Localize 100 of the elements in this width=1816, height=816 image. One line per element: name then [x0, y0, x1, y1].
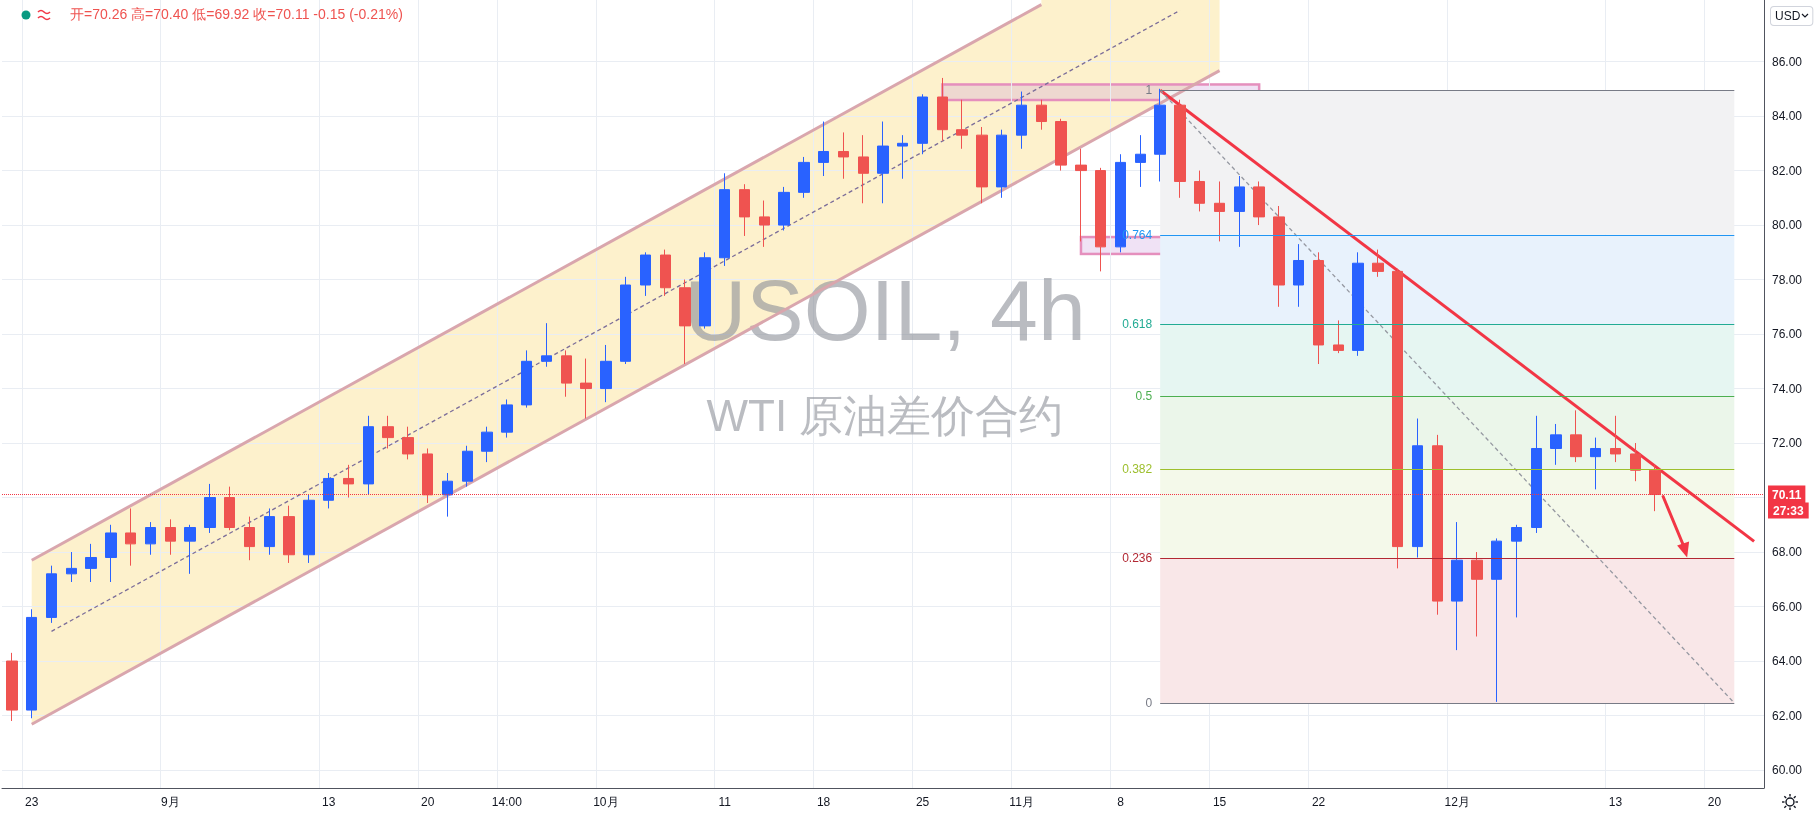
candlestick [719, 172, 730, 267]
y-tick-label: 74.00 [1772, 381, 1803, 396]
candlestick [521, 349, 532, 409]
candlestick [1451, 521, 1463, 651]
candlestick [561, 349, 572, 398]
candlestick [818, 121, 829, 177]
candlestick [956, 99, 968, 150]
candlestick [1234, 175, 1245, 248]
candlestick [1154, 88, 1166, 182]
candlestick [759, 200, 770, 248]
x-tick-label: 25 [915, 795, 930, 809]
candlestick [600, 344, 612, 403]
candlestick [1630, 442, 1641, 482]
y-tick-label: 68.00 [1772, 545, 1803, 560]
y-axis-title: USD [1775, 9, 1801, 23]
annotation: 0 [1145, 695, 1153, 710]
candlestick [283, 505, 295, 564]
y-tick-label: 60.00 [1772, 763, 1803, 778]
annotation: 0.236 [1122, 551, 1153, 566]
candlestick [382, 415, 394, 449]
candlestick [778, 186, 790, 232]
candlestick [1590, 437, 1601, 490]
candlestick [145, 521, 156, 556]
candlestick [303, 494, 315, 564]
candlestick [838, 131, 849, 180]
x-tick-label: 23 [25, 795, 39, 809]
candlestick [1194, 170, 1205, 212]
candlestick [620, 276, 631, 365]
candlestick [1253, 180, 1265, 226]
candlestick [1531, 415, 1542, 534]
ref-line-label: 70.11 [1772, 487, 1802, 502]
candlestick [1491, 537, 1502, 703]
candlestick [917, 93, 928, 155]
text: 27:33 [1773, 503, 1805, 518]
candlestick [66, 551, 77, 583]
x-tick-label: 8 [1117, 795, 1125, 809]
candlestick [462, 445, 473, 488]
candlestick [323, 472, 334, 509]
x-tick-label: 13 [1608, 795, 1623, 809]
candlestick [125, 507, 136, 567]
candlestick [244, 516, 255, 561]
candlestick [481, 426, 493, 463]
y-tick-label: 78.00 [1772, 272, 1803, 287]
y-tick-label: 80.00 [1772, 218, 1803, 233]
candlestick [343, 464, 354, 499]
x-tick-label: 18 [816, 795, 831, 809]
candlestick [1412, 418, 1423, 558]
x-tick-label: 10月 [593, 795, 619, 809]
candlestick [1392, 268, 1403, 569]
annotation: 0.382 [1122, 461, 1153, 476]
candlestick [85, 543, 97, 583]
candlestick [660, 249, 671, 297]
candlestick [1273, 205, 1285, 308]
candlestick [798, 156, 810, 199]
candlestick [1352, 251, 1364, 357]
candlestick [1075, 148, 1087, 242]
annotation: 1 [1145, 83, 1153, 98]
candlestick [1095, 167, 1106, 272]
candlestick [541, 322, 552, 368]
candlestick [1016, 91, 1027, 150]
y-tick-label: 76.00 [1772, 327, 1803, 342]
candlestick [264, 507, 275, 556]
x-tick-label: 9月 [160, 795, 180, 809]
x-tick-label: 20 [1707, 795, 1722, 809]
candlestick [204, 483, 216, 534]
candlestick [858, 134, 869, 204]
candlestick [937, 77, 948, 142]
candlestick [224, 486, 235, 531]
x-tick-label: 11月 [1009, 795, 1034, 809]
y-tick-label: 72.00 [1772, 436, 1803, 451]
candlestick [1570, 409, 1582, 463]
x-tick-label: 14:00 [491, 795, 523, 809]
annotation: 开=70.26 高=70.40 低=69.92 收=70.11 -0.15 (-0.21%) [70, 6, 403, 22]
candlestick [1649, 464, 1661, 512]
candlestick [640, 251, 651, 297]
candlestick [422, 448, 433, 504]
candlestick [1135, 134, 1146, 188]
candlestick [1333, 319, 1344, 354]
y-tick-label: 66.00 [1772, 599, 1803, 614]
y-tick-label: 64.00 [1772, 654, 1803, 669]
x-tick-label: 22 [1311, 795, 1326, 809]
candlestick [184, 524, 196, 575]
candlestick [1174, 99, 1186, 199]
annotation: 0.5 [1135, 389, 1153, 404]
y-tick-label: 84.00 [1772, 109, 1803, 124]
x-tick-label: 12月 [1444, 795, 1470, 809]
candlestick [1372, 249, 1384, 278]
candlestick [996, 129, 1007, 199]
annotation: 0.618 [1122, 317, 1153, 332]
x-tick-label: 13 [321, 795, 336, 809]
y-tick-label: 62.00 [1772, 708, 1803, 723]
candlestick [363, 415, 374, 496]
candlestick [165, 518, 176, 556]
candlestick [1313, 251, 1324, 365]
candlestick [1432, 434, 1443, 616]
candlestick [402, 426, 414, 460]
candlestick [739, 183, 750, 237]
text: WTI 原油差价合约 [706, 390, 1064, 440]
x-tick-label: 11 [718, 795, 732, 809]
y-tick-label: 82.00 [1772, 163, 1803, 178]
